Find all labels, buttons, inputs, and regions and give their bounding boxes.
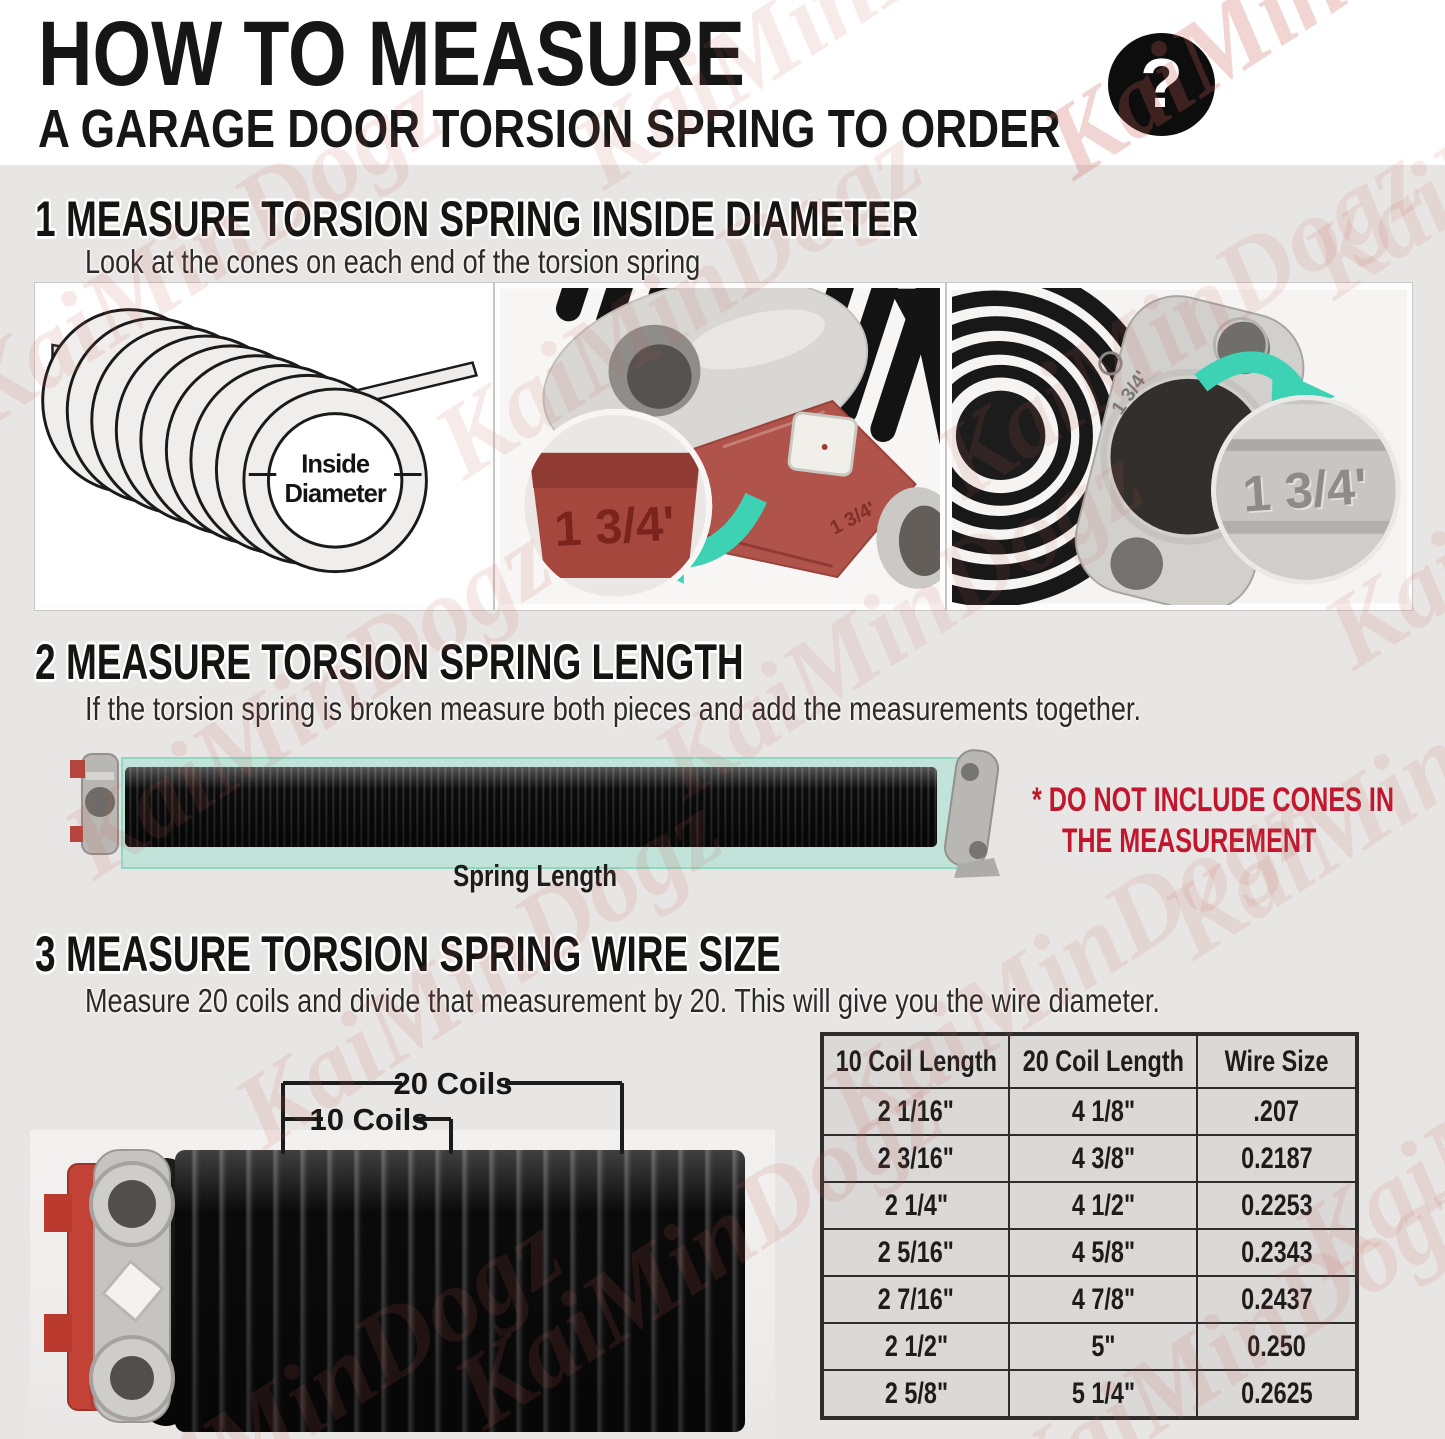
- table-header-wire-size: Wire Size: [1197, 1035, 1356, 1088]
- table-cell: 4 5/8": [1009, 1229, 1197, 1276]
- magnifier-circle: [1211, 394, 1401, 585]
- inside-diameter-diagram: Inside Diameter: [34, 282, 494, 611]
- table-cell: 2 3/16": [823, 1135, 1009, 1182]
- step1-image-row: Inside Diameter: [34, 282, 1413, 611]
- inside-diameter-label-line2: Diameter: [285, 480, 387, 508]
- table-cell: .207: [1197, 1088, 1356, 1135]
- table-cell: 2 1/16": [823, 1088, 1009, 1135]
- red-cone-illustration: 1 3/4' 1 3/4': [500, 288, 940, 605]
- silver-cone-magnified-text: 1 3/4': [1241, 457, 1369, 523]
- step2-title: 2 MEASURE TORSION SPRING LENGTH: [35, 634, 744, 690]
- bracket-10-coils-label: 10 Coils: [310, 1102, 429, 1137]
- table-cell: 4 7/8": [1009, 1276, 1197, 1323]
- right-stationary-cone: [944, 749, 1000, 878]
- table-cell: 4 3/8": [1009, 1135, 1197, 1182]
- red-winding-cone-large: [44, 1149, 175, 1423]
- cones-warning-note: * DO NOT INCLUDE CONES IN THE MEASUREMEN…: [1032, 781, 1395, 861]
- table-cell: 0.250: [1197, 1323, 1356, 1370]
- silver-cone-illustration: 1 3/4' 1 3/4' 1 3/4': [952, 288, 1407, 605]
- table-cell: 5": [1009, 1323, 1197, 1370]
- table-cell: 2 1/2": [823, 1323, 1009, 1370]
- table-cell: 2 1/4": [823, 1182, 1009, 1229]
- table-cell: 0.2253: [1197, 1182, 1356, 1229]
- step1-title: 1 MEASURE TORSION SPRING INSIDE DIAMETER: [35, 191, 919, 247]
- magnifier-circle: [518, 408, 713, 603]
- header: HOW TO MEASURE A GARAGE DOOR TORSION SPR…: [0, 0, 1445, 165]
- table-cell: 0.2437: [1197, 1276, 1356, 1323]
- coil-spring-drawing: Inside Diameter: [40, 288, 488, 605]
- table-cell: 2 5/8": [823, 1370, 1009, 1417]
- step3-title: 3 MEASURE TORSION SPRING WIRE SIZE: [35, 926, 781, 982]
- torsion-spring-length-photo: [125, 767, 937, 847]
- table-cell: 0.2343: [1197, 1229, 1356, 1276]
- silver-cone-photo: 1 3/4' 1 3/4' 1 3/4': [946, 282, 1413, 611]
- question-mark-icon: ?: [1108, 33, 1215, 136]
- table-cell: 5 1/4": [1009, 1370, 1197, 1417]
- spring-length-label: Spring Length: [453, 858, 617, 893]
- table-header-20-coil: 20 Coil Length: [1009, 1035, 1197, 1088]
- bracket-20-coils-label: 20 Coils: [394, 1066, 513, 1101]
- table-header-10-coil: 10 Coil Length: [823, 1035, 1009, 1088]
- table-cell: 2 5/16": [823, 1229, 1009, 1276]
- red-cone-magnified-text: 1 3/4': [553, 497, 676, 557]
- coil-counting-spring-photo: [175, 1150, 745, 1432]
- wire-size-table: 10 Coil Length 20 Coil Length Wire Size …: [820, 1032, 1359, 1420]
- step1-subtitle: Look at the cones on each end of the tor…: [85, 243, 701, 280]
- table-cell: 4 1/2": [1009, 1182, 1197, 1229]
- step2-subtitle: If the torsion spring is broken measure …: [85, 690, 1141, 727]
- table-cell: 0.2625: [1197, 1370, 1356, 1417]
- left-winding-cone: [70, 753, 119, 855]
- table-cell: 2 7/16": [823, 1276, 1009, 1323]
- page-subtitle: A GARAGE DOOR TORSION SPRING TO ORDER: [38, 99, 1061, 159]
- magnified-emboss-text: 1 3/4': [1243, 459, 1371, 525]
- table-cell: 0.2187: [1197, 1135, 1356, 1182]
- table-cell: 4 1/8": [1009, 1088, 1197, 1135]
- page-title: HOW TO MEASURE: [38, 3, 745, 105]
- red-cone-photo: 1 3/4' 1 3/4': [494, 282, 946, 611]
- coil-count-brackets: 20 Coils 10 Coils: [281, 1066, 624, 1154]
- inside-diameter-label-line1: Inside: [301, 451, 370, 479]
- step3-subtitle: Measure 20 coils and divide that measure…: [85, 982, 1160, 1019]
